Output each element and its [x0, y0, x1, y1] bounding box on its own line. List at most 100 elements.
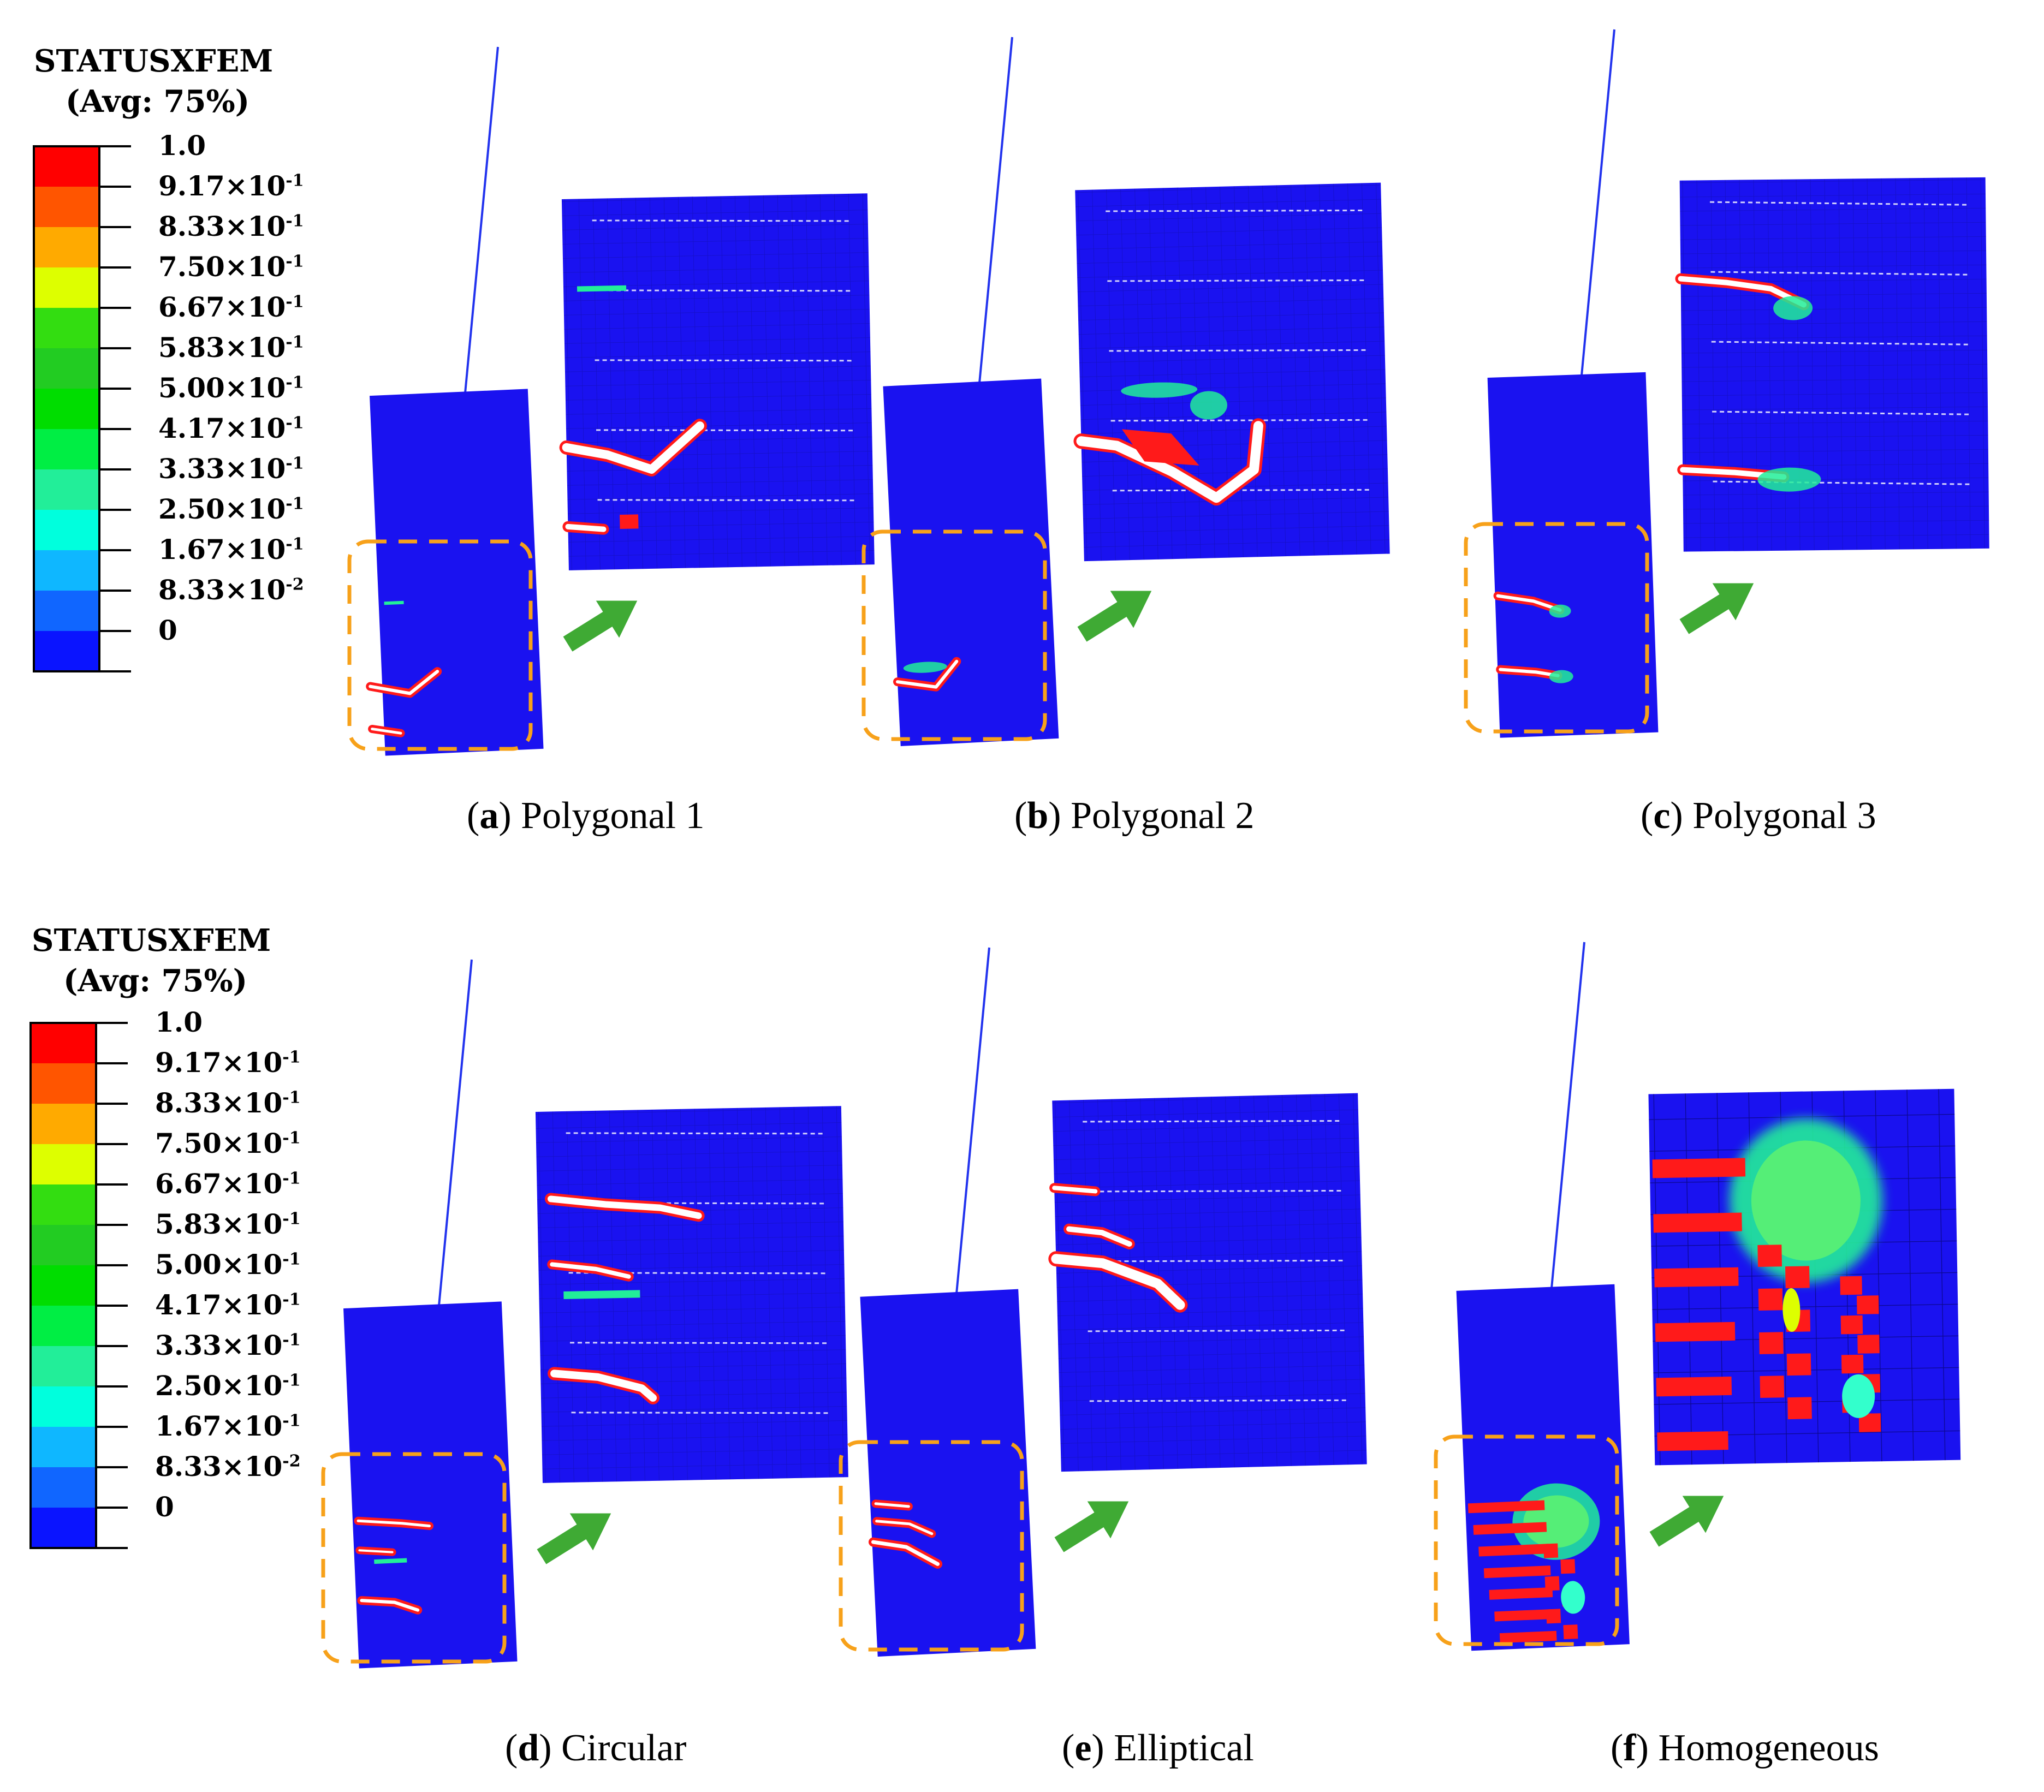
colorbar-band [31, 1265, 96, 1306]
caption-c: (c) Polygonal 3 [1641, 795, 1876, 837]
legend-2-subtitle: (Avg: 75%) [63, 963, 248, 999]
colorbar-band [34, 308, 99, 348]
colorbar-frame [33, 145, 100, 672]
damaged-elements [1560, 1559, 1576, 1574]
legend-level-label: 5.83×10-1 [155, 1208, 301, 1240]
colorbar-band [31, 1427, 96, 1467]
caption-e: (e) Elliptical [1062, 1727, 1254, 1769]
crack-zoom [562, 421, 704, 474]
caption-a-label: Polygonal 1 [521, 795, 705, 837]
specimen-small [366, 389, 544, 756]
damaged-elements [1652, 1158, 1746, 1178]
damaged-elements [1653, 1212, 1742, 1233]
damaged-elements [1467, 1500, 1545, 1514]
caption-d: (d) Circular [505, 1727, 687, 1769]
legend-1-colorbar [33, 145, 131, 672]
specimen-body [1456, 1284, 1630, 1651]
damage-zone [384, 600, 404, 605]
panel-f [1434, 942, 1961, 1651]
damaged-elements [1787, 1397, 1812, 1420]
legend-level-label: 3.33×10-1 [155, 1329, 301, 1361]
load-line [1580, 29, 1615, 376]
damaged-elements [1759, 1332, 1784, 1355]
legend-level-label: 1.0 [155, 1006, 203, 1038]
specimen-small [860, 1289, 1036, 1657]
colorbar-band [31, 1225, 96, 1265]
arrow-icon [1077, 591, 1152, 642]
colorbar-band [34, 389, 99, 429]
legend-level-label: 0 [155, 1491, 174, 1523]
damaged-elements [1483, 1565, 1551, 1579]
legend-layer [29, 145, 131, 1549]
damaged-elements [1857, 1335, 1880, 1354]
specimen-body [1487, 372, 1659, 738]
damage-zone [1549, 604, 1571, 618]
crack-zoom [565, 523, 607, 532]
crack-zoom [1052, 1186, 1098, 1194]
damaged-elements [1786, 1353, 1811, 1376]
colorbar-band [34, 429, 99, 469]
colorbar-band [31, 1346, 96, 1386]
crack-small [360, 1599, 420, 1612]
crack-small [875, 1520, 934, 1535]
arrow-icon [537, 1513, 611, 1564]
damaged-elements [1840, 1276, 1862, 1295]
damaged-elements [1121, 429, 1199, 466]
caption-e-letter: e [1074, 1727, 1092, 1769]
specimen-small [343, 1301, 518, 1669]
load-line [1550, 942, 1585, 1289]
legend-level-label: 1.67×10-1 [158, 533, 304, 565]
legend-level-label: 0 [158, 614, 177, 646]
legend-level-label: 3.33×10-1 [158, 453, 304, 485]
panels-layer [321, 29, 1989, 1669]
legend-2-colorbar [29, 1022, 128, 1549]
crack-zoom [550, 1262, 631, 1279]
legend-1-subtitle: (Avg: 75%) [66, 84, 250, 120]
legend-level-label: 6.67×10-1 [155, 1168, 301, 1200]
damaged-elements [1841, 1354, 1864, 1374]
caption-e-label: Elliptical [1114, 1727, 1254, 1769]
specimen-body [860, 1289, 1036, 1657]
specimen-zoom [1073, 182, 1390, 562]
colorbar-band [31, 1144, 96, 1184]
damaged-elements [1856, 1295, 1879, 1314]
damage-zone [1190, 391, 1227, 420]
damage-zone [903, 662, 947, 673]
zoom-highlight-box [347, 539, 533, 751]
legend-level-label: 1.0 [158, 129, 206, 162]
legend-level-label: 5.00×10-1 [158, 372, 304, 404]
specimen-small [1456, 1284, 1630, 1651]
load-line [978, 37, 1013, 384]
colorbar-band [34, 227, 99, 267]
caption-b: (b) Polygonal 2 [1014, 795, 1255, 837]
damaged-elements [1785, 1266, 1810, 1289]
damaged-elements [1760, 1376, 1785, 1398]
legend-level-label: 9.17×10-1 [158, 170, 304, 202]
panel-e [839, 947, 1367, 1657]
legend-level-label: 9.17×10-1 [155, 1046, 301, 1079]
crack-small [871, 1540, 940, 1566]
crack-small [895, 659, 959, 689]
zoom-arrow [1679, 583, 1754, 634]
damage-zone [563, 1290, 640, 1300]
damaged-elements [1655, 1321, 1736, 1342]
crack-small [358, 1549, 394, 1553]
arrow-icon [563, 600, 638, 652]
legend-level-label: 4.17×10-1 [158, 412, 304, 444]
damage-zone [1121, 382, 1198, 398]
colorbar-band [31, 1063, 96, 1104]
crack-zoom [1076, 421, 1263, 503]
colorbar-band [34, 631, 99, 671]
caption-c-label: Polygonal 3 [1692, 795, 1876, 837]
specimen-small [883, 378, 1059, 746]
zoom-highlight-box [861, 529, 1047, 741]
colorbar-band [31, 1023, 96, 1063]
caption-c-letter: c [1653, 795, 1671, 837]
damage-zone [1549, 670, 1573, 683]
panel-d [321, 959, 848, 1669]
specimen-body [370, 389, 544, 756]
colorbar-band [34, 550, 99, 591]
specimen-zoom [559, 193, 875, 570]
specimen-small [1487, 372, 1659, 738]
damage-zone [374, 1558, 407, 1564]
